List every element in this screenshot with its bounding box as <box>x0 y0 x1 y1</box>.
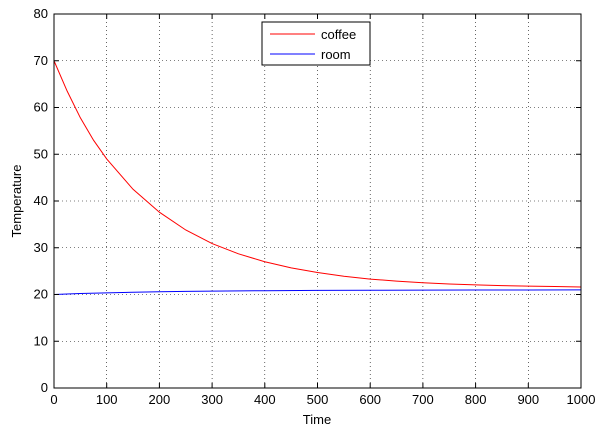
legend-label-coffee: coffee <box>321 27 356 42</box>
y-tick-label: 80 <box>34 6 48 21</box>
x-tick-label: 100 <box>96 392 118 407</box>
x-tick-label: 1000 <box>567 392 596 407</box>
x-tick-label: 400 <box>254 392 276 407</box>
y-tick-label: 20 <box>34 287 48 302</box>
y-tick-label: 0 <box>41 380 48 395</box>
x-tick-label: 700 <box>412 392 434 407</box>
x-tick-label: 800 <box>465 392 487 407</box>
plot-area <box>54 14 581 388</box>
series-line-room <box>53 289 582 295</box>
y-tick-label: 60 <box>34 100 48 115</box>
x-tick-label: 200 <box>149 392 171 407</box>
tick-marks <box>53 13 582 389</box>
y-tick-label: 70 <box>34 53 48 68</box>
tick-labels: 0 100 200 300 400 500 600 700 800 900 1000 0 10 20 30 4… <box>34 6 596 407</box>
x-tick-label: 900 <box>517 392 539 407</box>
y-tick-label: 10 <box>34 333 48 348</box>
x-tick-label: 300 <box>201 392 223 407</box>
series-line-coffee <box>53 60 582 288</box>
x-tick-label: 500 <box>307 392 329 407</box>
y-axis-label: Temperature <box>9 165 24 238</box>
x-axis-label: Time <box>303 412 331 427</box>
x-tick-label: 0 <box>50 392 57 407</box>
y-tick-label: 40 <box>34 193 48 208</box>
series-group <box>53 60 582 295</box>
x-tick-label: 600 <box>359 392 381 407</box>
legend-box <box>261 21 371 66</box>
legend-label-room: room <box>321 47 351 62</box>
y-tick-label: 50 <box>34 146 48 161</box>
legend: coffee room <box>261 21 371 66</box>
y-tick-label: 30 <box>34 240 48 255</box>
